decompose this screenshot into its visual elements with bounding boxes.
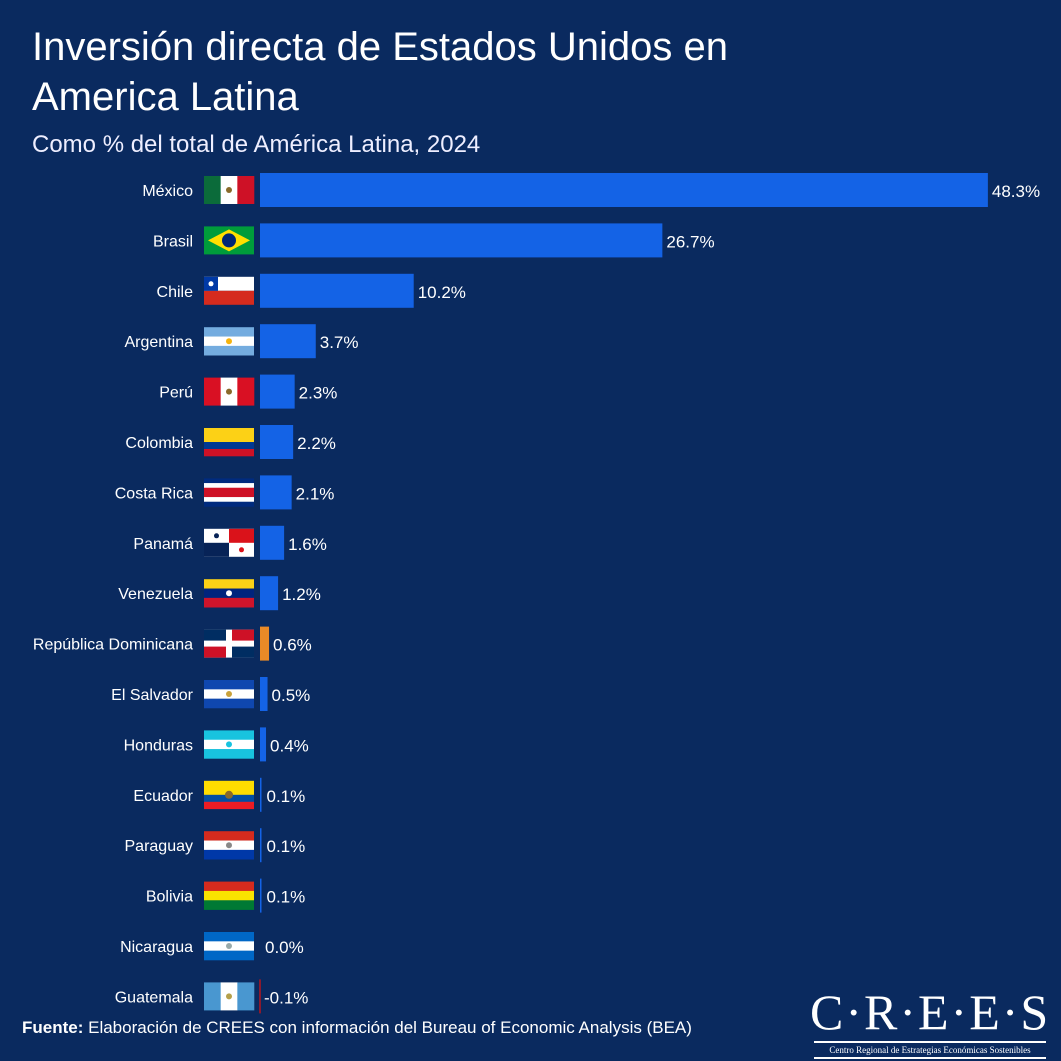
data-label: 1.2% xyxy=(282,585,321,604)
data-label: 0.1% xyxy=(267,837,306,856)
category-label: Brasil xyxy=(153,233,193,250)
data-label: 0.6% xyxy=(273,636,312,655)
chart-title: Inversión directa de Estados Unidos en A… xyxy=(32,25,728,119)
bar xyxy=(260,425,294,459)
data-label: 0.0% xyxy=(265,938,304,957)
logo-text: C·R·E·E·S xyxy=(810,984,1051,1040)
logo-divider xyxy=(814,1057,1046,1059)
bar xyxy=(260,374,295,409)
data-label: 2.3% xyxy=(299,384,338,403)
nicaragua-flag-icon xyxy=(204,932,254,961)
chart-subtitle: Como % del total de América Latina, 2024 xyxy=(32,131,481,158)
data-label: -0.1% xyxy=(264,988,308,1007)
category-label: Nicaragua xyxy=(120,939,193,956)
category-label: Ecuador xyxy=(133,788,193,805)
bar xyxy=(260,828,262,863)
logo-subtitle: Centro Regional de Estrategias Económica… xyxy=(829,1045,1031,1055)
data-label: 26.7% xyxy=(666,232,714,251)
category-label: Panamá xyxy=(133,536,193,553)
source-label: Fuente: xyxy=(22,1018,84,1037)
data-label: 0.5% xyxy=(272,686,311,705)
honduras-flag-icon xyxy=(204,730,254,759)
data-label: 10.2% xyxy=(418,283,466,302)
bar xyxy=(260,475,292,510)
bar xyxy=(259,979,261,1014)
source-text: Elaboración de CREES con información del… xyxy=(83,1018,692,1037)
data-label: 2.1% xyxy=(296,484,335,503)
costa-rica-flag-icon xyxy=(204,478,254,507)
category-label: Honduras xyxy=(124,737,193,754)
ecuador-flag-icon xyxy=(204,780,254,810)
argentina-flag-icon xyxy=(204,327,254,356)
data-label: 0.1% xyxy=(267,787,306,806)
category-label: Paraguay xyxy=(125,838,194,855)
brazil-flag-icon xyxy=(204,226,254,255)
category-label: Costa Rica xyxy=(115,485,193,502)
logo-divider xyxy=(814,1041,1046,1043)
bar xyxy=(260,677,268,711)
bar xyxy=(260,727,267,762)
bar xyxy=(260,173,988,207)
data-label: 1.6% xyxy=(288,535,327,554)
mexico-flag-icon xyxy=(204,176,255,204)
category-label: Argentina xyxy=(125,334,194,351)
venezuela-flag-icon xyxy=(204,579,254,608)
dominican-republic-flag-icon xyxy=(204,629,254,658)
data-label: 0.1% xyxy=(267,888,306,907)
bolivia-flag-icon xyxy=(204,881,254,910)
bar xyxy=(260,525,285,560)
colombia-flag-icon xyxy=(204,428,254,457)
crees-logo: C·R·E·E·S Centro Regional de Estrategias… xyxy=(810,985,1050,1061)
category-label: El Salvador xyxy=(111,687,193,704)
category-label: Perú xyxy=(159,385,193,402)
paraguay-flag-icon xyxy=(204,831,254,860)
data-label: 2.2% xyxy=(297,434,336,453)
peru-flag-icon xyxy=(204,377,255,406)
bar xyxy=(260,324,316,359)
category-label: República Dominicana xyxy=(33,637,193,654)
panama-flag-icon xyxy=(204,528,254,557)
bar xyxy=(260,626,270,661)
bar xyxy=(260,223,663,258)
category-label: Chile xyxy=(157,284,194,301)
category-label: México xyxy=(142,183,193,200)
source-note: Fuente: Elaboración de CREES con informa… xyxy=(22,1018,692,1038)
bar xyxy=(260,273,414,308)
bar xyxy=(260,576,279,611)
data-label: 48.3% xyxy=(992,182,1040,201)
category-label: Colombia xyxy=(125,435,193,452)
data-label: 3.7% xyxy=(320,333,359,352)
category-label: Bolivia xyxy=(146,889,193,906)
bar xyxy=(260,878,262,913)
el-salvador-flag-icon xyxy=(204,680,254,709)
guatemala-flag-icon xyxy=(204,982,255,1011)
chile-flag-icon xyxy=(204,276,254,305)
bar xyxy=(260,777,262,812)
category-label: Venezuela xyxy=(118,586,193,603)
data-label: 0.4% xyxy=(270,736,309,755)
category-label: Guatemala xyxy=(115,989,193,1006)
